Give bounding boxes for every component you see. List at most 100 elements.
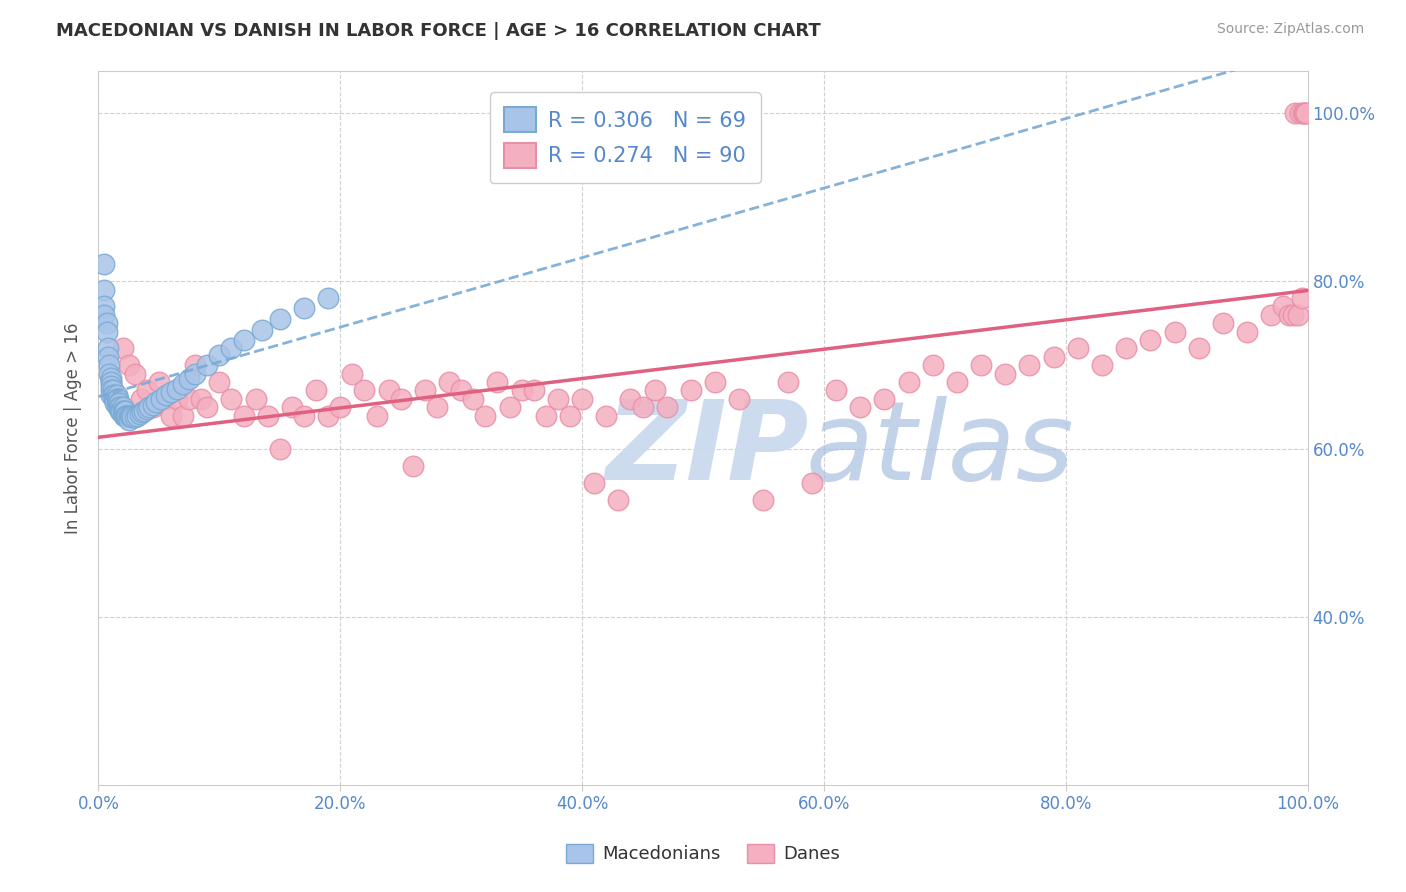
Point	[166, 382, 188, 396]
Point	[1292, 106, 1315, 120]
Point	[402, 458, 425, 473]
Point	[450, 384, 472, 398]
Point	[128, 407, 150, 421]
Point	[728, 392, 751, 406]
Point	[1212, 316, 1234, 330]
Point	[1091, 358, 1114, 372]
Point	[153, 392, 176, 406]
Point	[1018, 358, 1040, 372]
Point	[292, 301, 315, 315]
Point	[120, 409, 142, 423]
Point	[897, 375, 920, 389]
Point	[190, 392, 212, 406]
Point	[281, 400, 304, 414]
Point	[437, 375, 460, 389]
Point	[644, 384, 666, 398]
Legend: Macedonians, Danes: Macedonians, Danes	[558, 837, 848, 871]
Point	[221, 342, 243, 356]
Point	[142, 400, 165, 414]
Point	[93, 300, 115, 314]
Point	[150, 392, 173, 406]
Point	[1236, 325, 1258, 339]
Point	[245, 392, 267, 406]
Point	[1260, 308, 1282, 322]
Point	[946, 375, 969, 389]
Point	[118, 413, 141, 427]
Point	[256, 409, 278, 423]
Point	[413, 384, 436, 398]
Point	[97, 342, 120, 356]
Point	[583, 475, 606, 490]
Point	[111, 404, 134, 418]
Point	[873, 392, 896, 406]
Point	[135, 401, 157, 416]
Point	[138, 400, 160, 414]
Point	[316, 291, 339, 305]
Point	[118, 409, 141, 423]
Point	[166, 392, 188, 406]
Point	[114, 409, 136, 423]
Point	[353, 384, 375, 398]
Point	[1284, 106, 1306, 120]
Point	[292, 409, 315, 423]
Point	[269, 312, 291, 326]
Point	[184, 358, 207, 372]
Point	[103, 387, 125, 401]
Point	[704, 375, 727, 389]
Point	[172, 409, 194, 423]
Point	[172, 376, 194, 391]
Point	[377, 384, 399, 398]
Point	[124, 410, 146, 425]
Point	[1188, 342, 1211, 356]
Point	[679, 384, 702, 398]
Point	[179, 392, 201, 406]
Point	[607, 492, 630, 507]
Point	[571, 392, 593, 406]
Text: ZIP: ZIP	[606, 396, 810, 503]
Point	[100, 375, 122, 389]
Point	[1282, 308, 1305, 322]
Point	[1042, 350, 1064, 364]
Point	[195, 400, 218, 414]
Point	[329, 400, 352, 414]
Point	[112, 404, 135, 418]
Point	[547, 392, 569, 406]
Point	[1278, 308, 1301, 322]
Point	[160, 409, 183, 423]
Point	[825, 384, 848, 398]
Point	[250, 323, 273, 337]
Point	[105, 387, 128, 401]
Point	[486, 375, 509, 389]
Point	[184, 367, 207, 381]
Point	[142, 399, 165, 413]
Point	[631, 400, 654, 414]
Point	[221, 392, 243, 406]
Point	[1289, 106, 1312, 120]
Point	[103, 392, 125, 406]
Text: atlas: atlas	[806, 396, 1074, 503]
Point	[100, 379, 122, 393]
Point	[1291, 291, 1313, 305]
Point	[108, 400, 131, 414]
Point	[269, 442, 291, 457]
Point	[970, 358, 993, 372]
Point	[100, 375, 122, 389]
Point	[105, 396, 128, 410]
Point	[107, 396, 129, 410]
Point	[1294, 106, 1316, 120]
Point	[1272, 300, 1295, 314]
Point	[114, 404, 136, 418]
Point	[232, 333, 254, 347]
Point	[129, 392, 152, 406]
Point	[107, 400, 129, 414]
Point	[1139, 333, 1161, 347]
Point	[100, 371, 122, 385]
Point	[389, 392, 412, 406]
Point	[655, 400, 678, 414]
Point	[619, 392, 641, 406]
Point	[107, 392, 129, 406]
Point	[195, 358, 218, 372]
Point	[145, 395, 167, 409]
Point	[1286, 308, 1309, 322]
Point	[118, 409, 141, 423]
